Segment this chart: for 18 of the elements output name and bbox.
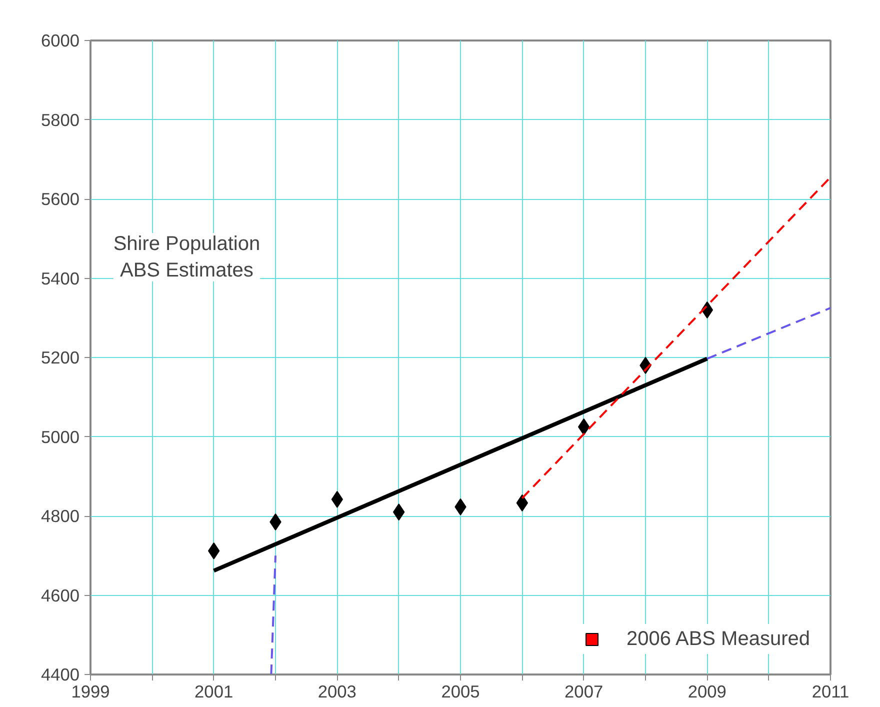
y-tick-label: 5000 — [40, 426, 80, 447]
y-tick-label: 4800 — [40, 506, 80, 526]
x-tick-label: 2009 — [688, 682, 726, 702]
x-tick-label: 2001 — [194, 682, 234, 702]
y-tick-label: 5400 — [40, 268, 80, 288]
x-tick-label: 2005 — [441, 682, 480, 702]
y-tick-label: 5600 — [40, 189, 80, 209]
y-tick-label: 6000 — [40, 30, 80, 50]
y-tick-label: 5800 — [40, 110, 80, 130]
legend-label: 2006 ABS Measured — [626, 628, 810, 650]
x-tick-label: 2003 — [318, 682, 356, 702]
x-tick-label: 2007 — [564, 682, 604, 702]
x-tick-label: 1999 — [71, 682, 110, 702]
x-tick-label: 2011 — [812, 682, 850, 702]
y-tick-label: 5200 — [40, 348, 80, 368]
y-tick-label: 4600 — [40, 585, 80, 606]
y-tick-label: 4400 — [40, 664, 80, 684]
annotation: Shire Population ABS Estimates — [113, 233, 260, 282]
